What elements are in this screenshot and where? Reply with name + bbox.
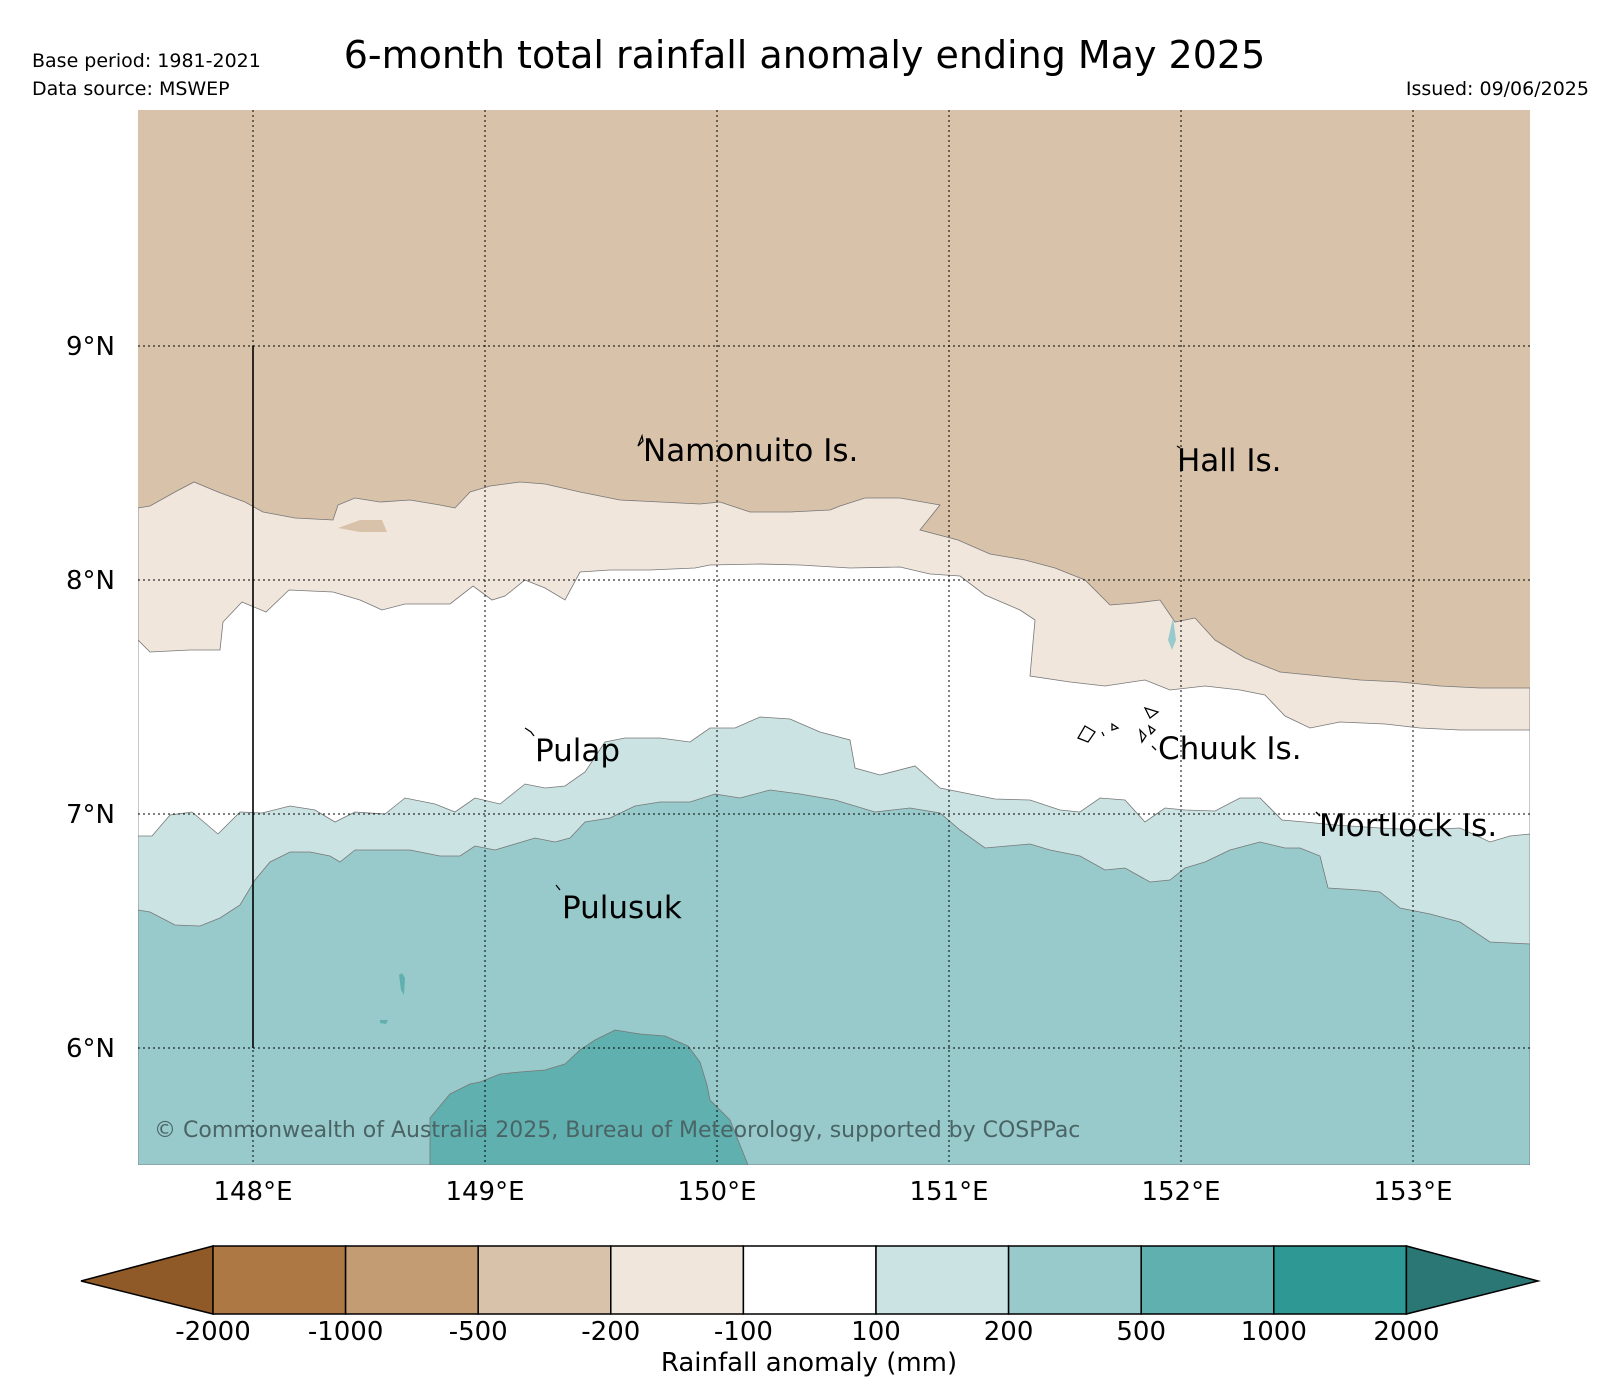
colorbar-tick-label: -200 bbox=[581, 1317, 640, 1347]
colorbar-arrow-high bbox=[1405, 1245, 1541, 1315]
lon-label-150e: 150°E bbox=[677, 1177, 756, 1207]
lon-label-148e: 148°E bbox=[213, 1177, 292, 1207]
lon-label-151e: 151°E bbox=[909, 1177, 988, 1207]
lat-label-8n: 8°N bbox=[66, 566, 115, 596]
map-title: 6-month total rainfall anomaly ending Ma… bbox=[343, 33, 1266, 77]
place-label-namonuito: Namonuito Is. bbox=[643, 433, 858, 469]
colorbar-tick-label: 200 bbox=[984, 1317, 1034, 1347]
place-label-hall: Hall Is. bbox=[1177, 443, 1282, 479]
island-outlines bbox=[524, 433, 1321, 891]
lon-label-149e: 149°E bbox=[445, 1177, 524, 1207]
colorbar-bin bbox=[1140, 1245, 1275, 1315]
colorbar-bin bbox=[1007, 1245, 1142, 1315]
region-500-1000 bbox=[429, 1029, 749, 1165]
place-label-chuuk: Chuuk Is. bbox=[1158, 731, 1302, 767]
base-period-note: Base period: 1981-2021 bbox=[32, 50, 261, 72]
place-label-pulap: Pulap bbox=[535, 733, 620, 769]
lon-label-152e: 152°E bbox=[1141, 1177, 1220, 1207]
colorbar-bin bbox=[875, 1245, 1010, 1315]
colorbar-tick-label: 1000 bbox=[1241, 1317, 1307, 1347]
data-source-note: Data source: MSWEP bbox=[32, 78, 230, 100]
region-500-1000-patch bbox=[399, 973, 405, 995]
lat-label-9n: 9°N bbox=[66, 332, 115, 362]
colorbar-tick-label: -1000 bbox=[308, 1317, 384, 1347]
region-200-500 bbox=[138, 789, 1530, 1165]
region-500-1000-patch bbox=[380, 1020, 388, 1024]
map-area bbox=[138, 110, 1530, 1165]
colorbar-bin bbox=[212, 1245, 347, 1315]
colorbar-bin bbox=[1273, 1245, 1408, 1315]
lat-label-6n: 6°N bbox=[66, 1034, 115, 1064]
colorbar bbox=[80, 1245, 1541, 1315]
colorbar-tick-label: 2000 bbox=[1373, 1317, 1439, 1347]
colorbar-title: Rainfall anomaly (mm) bbox=[661, 1348, 957, 1378]
colorbar-tick-label: 500 bbox=[1116, 1317, 1166, 1347]
place-label-pulusuk: Pulusuk bbox=[562, 890, 682, 926]
colorbar-bin bbox=[477, 1245, 612, 1315]
graticule bbox=[138, 110, 1530, 1165]
colorbar-tick-label: -100 bbox=[714, 1317, 773, 1347]
colorbar-tick-label: -500 bbox=[449, 1317, 508, 1347]
region-200-500-patch bbox=[1168, 618, 1176, 650]
lat-label-7n: 7°N bbox=[66, 800, 115, 830]
colorbar-bin bbox=[742, 1245, 877, 1315]
colorbar-bin bbox=[344, 1245, 479, 1315]
colorbar-tick-label: -2000 bbox=[175, 1317, 251, 1347]
colorbar-arrow-low bbox=[80, 1245, 214, 1315]
issued-date: Issued: 09/06/2025 bbox=[1405, 78, 1589, 100]
place-label-mortlock: Mortlock Is. bbox=[1319, 808, 1497, 844]
lon-label-153e: 153°E bbox=[1373, 1177, 1452, 1207]
region-minus500-minus200-patch bbox=[338, 520, 387, 532]
colorbar-bin bbox=[610, 1245, 745, 1315]
colorbar-tick-label: 100 bbox=[851, 1317, 901, 1347]
copyright-notice: © Commonwealth of Australia 2025, Bureau… bbox=[154, 1118, 1080, 1143]
